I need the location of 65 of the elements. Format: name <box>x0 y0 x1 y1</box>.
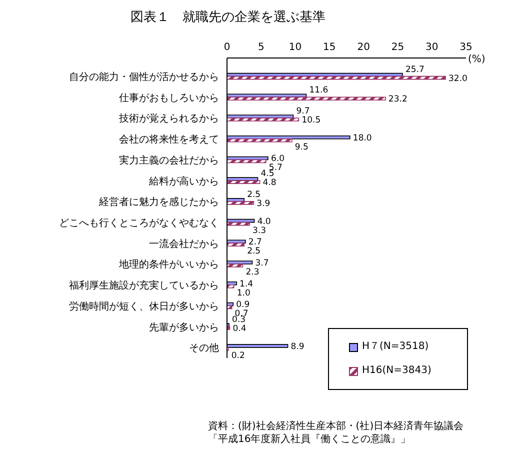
bar <box>227 76 446 80</box>
data-label: 9.5 <box>294 142 308 152</box>
y-tick-label: 労働時間が短く、休日が多いから <box>69 300 219 312</box>
y-tick-label: 給料が高いから <box>148 175 219 188</box>
bar <box>227 96 386 101</box>
data-label: 0.9 <box>236 300 250 310</box>
data-label: 23.2 <box>388 94 408 105</box>
y-tick-label: 地理的条件がいいから <box>118 258 219 271</box>
data-label: 2.5 <box>247 246 261 257</box>
bar <box>227 118 300 122</box>
y-tick-label: 先輩が多いから <box>149 321 219 334</box>
data-label: 1.0 <box>236 288 250 298</box>
y-tick-label: 自分の能力・個性が活かせるから <box>69 70 219 83</box>
data-label: 32.0 <box>448 74 468 84</box>
bar <box>227 201 254 205</box>
x-axis-title: (%) <box>468 54 486 65</box>
x-tick-label: 30 <box>425 42 438 53</box>
data-label: 3.7 <box>255 258 269 269</box>
data-label: 0.3 <box>232 315 246 326</box>
data-label: 3.3 <box>252 226 266 236</box>
x-tick-label: 10 <box>288 42 302 53</box>
text: 資料：(財)社会経済性生産本部・(社)日本経済青年協議会 <box>208 420 465 433</box>
x-tick-label: 25 <box>391 42 404 53</box>
chart-title: 図表１ 就職先の企業を選ぶ基準 <box>130 9 326 26</box>
data-label: 6.0 <box>270 154 285 164</box>
x-tick-label: 35 <box>460 42 472 53</box>
data-label: 8.9 <box>290 342 304 352</box>
data-label: 11.6 <box>309 86 328 96</box>
data-label: 2.7 <box>248 238 262 248</box>
data-label: 4.8 <box>262 178 276 188</box>
data-label: 0.4 <box>232 324 246 334</box>
bar <box>227 180 260 184</box>
y-tick-label: 会社の将来性を考えて <box>119 134 219 146</box>
data-label: 4.0 <box>257 216 271 227</box>
y-tick-label: その他 <box>189 342 219 354</box>
bar <box>227 159 266 164</box>
bar <box>227 242 244 247</box>
data-label: 1.4 <box>240 279 254 290</box>
data-label: 3.9 <box>256 198 270 209</box>
legend-label: H16(N=3843) <box>362 364 432 378</box>
data-label: 2.5 <box>247 190 261 200</box>
y-tick-label: 経営者に魅力を感じたから <box>98 196 219 208</box>
data-label: 4.5 <box>260 169 274 180</box>
y-tick-label: どこへも行くところがなくやむなく <box>59 218 219 229</box>
x-tick-label: 5 <box>258 42 264 53</box>
x-tick-label: 15 <box>323 42 336 53</box>
bar <box>227 138 292 142</box>
bar <box>227 264 244 268</box>
data-label: 25.7 <box>405 64 424 75</box>
data-label: 10.5 <box>302 116 321 126</box>
y-tick-label: 福利厚生施設が充実しているから <box>69 280 219 292</box>
y-tick-label: 実力主義の会社だから <box>119 154 219 166</box>
text: 「平成16年度新入社員『働くことの意識』」 <box>208 433 412 446</box>
legend-label: H７(N=3518) <box>362 340 429 354</box>
data-label: 9.7 <box>296 106 310 117</box>
x-tick-label: 20 <box>357 42 370 53</box>
y-tick-label: 一流会社だから <box>149 238 219 250</box>
bar <box>227 284 234 288</box>
data-label: 18.0 <box>352 133 372 144</box>
bar <box>227 222 250 226</box>
y-tick-label: 仕事がおもしろいから <box>119 92 219 104</box>
y-tick-label: 技術が覚えられるから <box>118 112 219 125</box>
x-tick-label: 0 <box>224 42 230 53</box>
data-label: 2.3 <box>246 268 260 278</box>
data-label: 0.2 <box>231 350 245 361</box>
